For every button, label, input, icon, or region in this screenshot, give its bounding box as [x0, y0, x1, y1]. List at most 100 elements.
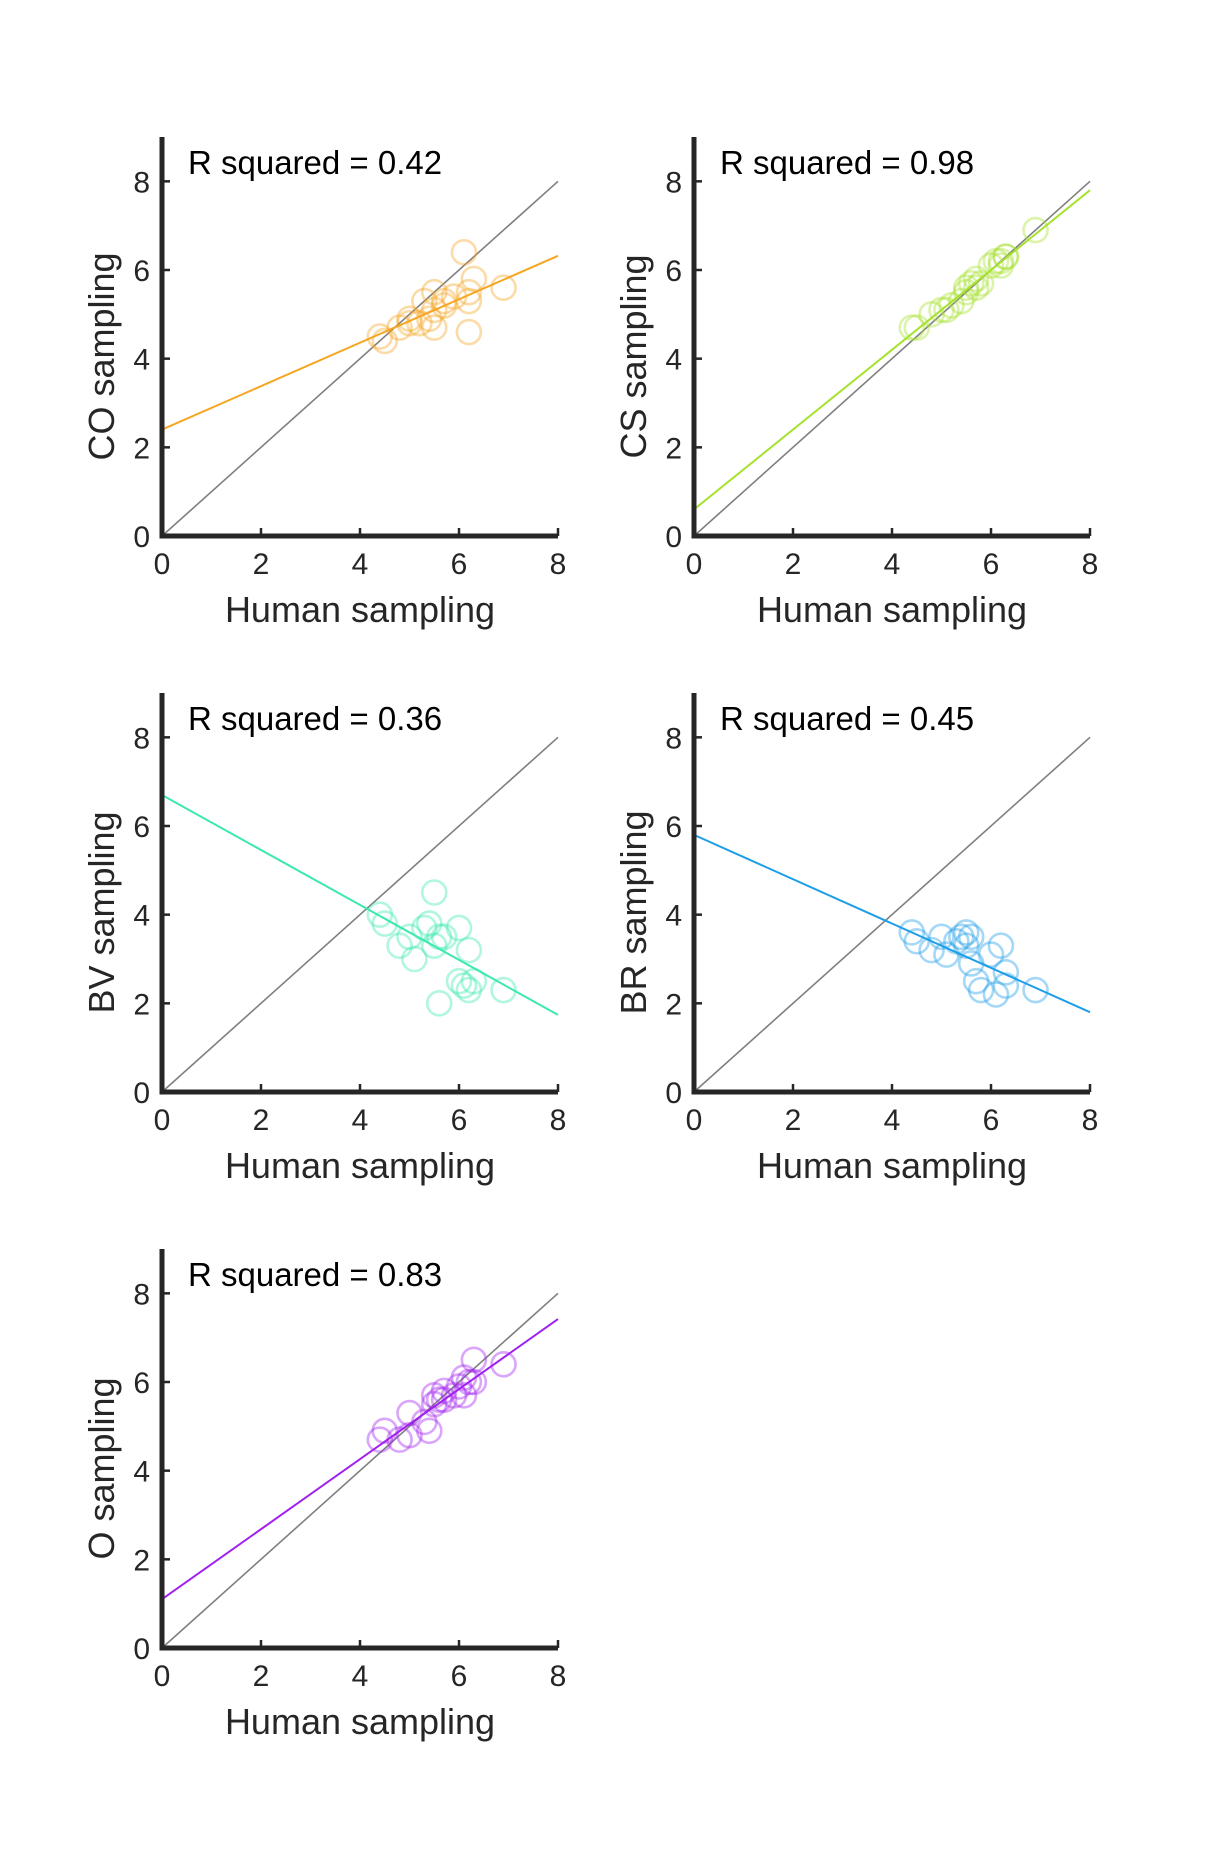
data-point — [450, 972, 478, 999]
data-point — [957, 923, 985, 951]
data-point — [411, 287, 438, 315]
data-point — [455, 287, 483, 315]
regression-line — [693, 833, 1091, 1014]
data-point — [903, 927, 931, 955]
x-tick-label: 4 — [884, 548, 901, 581]
data-point — [386, 314, 413, 341]
data-point — [918, 301, 945, 328]
data-point — [366, 1426, 394, 1453]
y-tick-label: 8 — [133, 1278, 150, 1311]
data-point — [420, 1382, 448, 1409]
x-tick-label: 8 — [1082, 1104, 1099, 1137]
x-tick-label: 0 — [154, 1660, 171, 1693]
r-squared-annotation: R squared = 0.36 — [188, 700, 442, 737]
data-point — [420, 1390, 448, 1418]
y-axis-label: O sampling — [81, 1377, 122, 1559]
data-point — [450, 1364, 478, 1391]
y-tick-label: 8 — [133, 166, 150, 199]
data-point — [420, 932, 448, 960]
scatter-panel-1: 0 2 4 6 8 0 2 4 6 8 Human sampling CO sampling R squ… — [81, 137, 566, 630]
data-point — [415, 1417, 443, 1445]
data-point — [450, 238, 478, 266]
data-point — [992, 243, 1020, 271]
x-axis-label: Human sampling — [757, 589, 1027, 630]
identity-line — [161, 1292, 559, 1649]
data-point — [430, 1386, 458, 1414]
y-tick-label: 8 — [133, 722, 150, 755]
data-point — [992, 972, 1020, 999]
x-tick-label: 4 — [352, 1104, 369, 1137]
data-point — [918, 936, 945, 964]
data-point — [420, 296, 448, 324]
data-point — [943, 927, 970, 955]
data-point — [460, 265, 488, 293]
y-tick-label: 2 — [133, 988, 150, 1021]
x-tick-label: 4 — [884, 1104, 901, 1137]
y-tick-label: 2 — [133, 1544, 150, 1577]
data-point — [952, 919, 980, 946]
data-point — [898, 314, 926, 341]
data-point — [411, 914, 438, 942]
data-point — [455, 318, 483, 346]
data-point — [982, 981, 1010, 1008]
x-tick-label: 4 — [352, 1660, 369, 1693]
r-squared-annotation: R squared = 0.83 — [188, 1256, 442, 1293]
x-axis-label: Human sampling — [225, 589, 495, 630]
data-point — [962, 274, 990, 302]
data-point — [425, 1386, 453, 1414]
x-tick-label: 8 — [550, 1660, 567, 1693]
data-point — [903, 314, 931, 341]
data-point — [455, 936, 483, 964]
x-axis-label: Human sampling — [225, 1701, 495, 1742]
y-tick-label: 4 — [665, 344, 682, 377]
regression-line — [161, 254, 559, 431]
identity-line — [161, 180, 559, 537]
data-point — [992, 958, 1020, 986]
y-tick-label: 2 — [665, 988, 682, 1021]
data-point — [490, 1350, 517, 1378]
data-point — [386, 932, 413, 960]
data-point — [445, 914, 473, 942]
data-point — [371, 327, 399, 355]
data-point — [490, 976, 517, 1004]
x-tick-label: 6 — [983, 1104, 1000, 1137]
data-point — [430, 287, 458, 315]
identity-line — [161, 736, 559, 1093]
data-point — [1022, 216, 1049, 244]
data-point — [957, 950, 985, 977]
data-point — [967, 976, 995, 1004]
data-point — [1022, 976, 1049, 1004]
regression-line — [161, 794, 559, 1016]
data-point — [445, 1373, 473, 1400]
data-point — [396, 923, 423, 951]
data-point — [420, 278, 448, 306]
x-tick-label: 2 — [253, 1660, 270, 1693]
data-point — [987, 252, 1015, 279]
x-tick-label: 0 — [154, 1104, 171, 1137]
data-point — [455, 976, 483, 1004]
data-point — [371, 1417, 399, 1445]
data-point — [420, 314, 448, 341]
data-point — [420, 879, 448, 906]
data-point — [987, 247, 1015, 275]
y-axis-label: CS sampling — [613, 254, 654, 458]
data-point — [460, 967, 488, 995]
y-tick-label: 0 — [133, 1633, 150, 1666]
data-point — [450, 1382, 478, 1409]
data-point — [982, 247, 1010, 275]
y-tick-label: 0 — [665, 521, 682, 554]
data-point — [967, 269, 995, 297]
data-point — [460, 1368, 488, 1396]
x-tick-label: 6 — [451, 1104, 468, 1137]
data-point — [366, 323, 394, 350]
data-point — [396, 1421, 423, 1449]
y-axis-label: BV sampling — [81, 811, 122, 1013]
x-tick-label: 2 — [253, 548, 270, 581]
x-tick-label: 0 — [686, 548, 703, 581]
data-point — [987, 932, 1015, 960]
data-point — [977, 941, 1005, 968]
x-tick-label: 2 — [785, 548, 802, 581]
y-tick-label: 8 — [665, 722, 682, 755]
data-point — [928, 923, 955, 951]
